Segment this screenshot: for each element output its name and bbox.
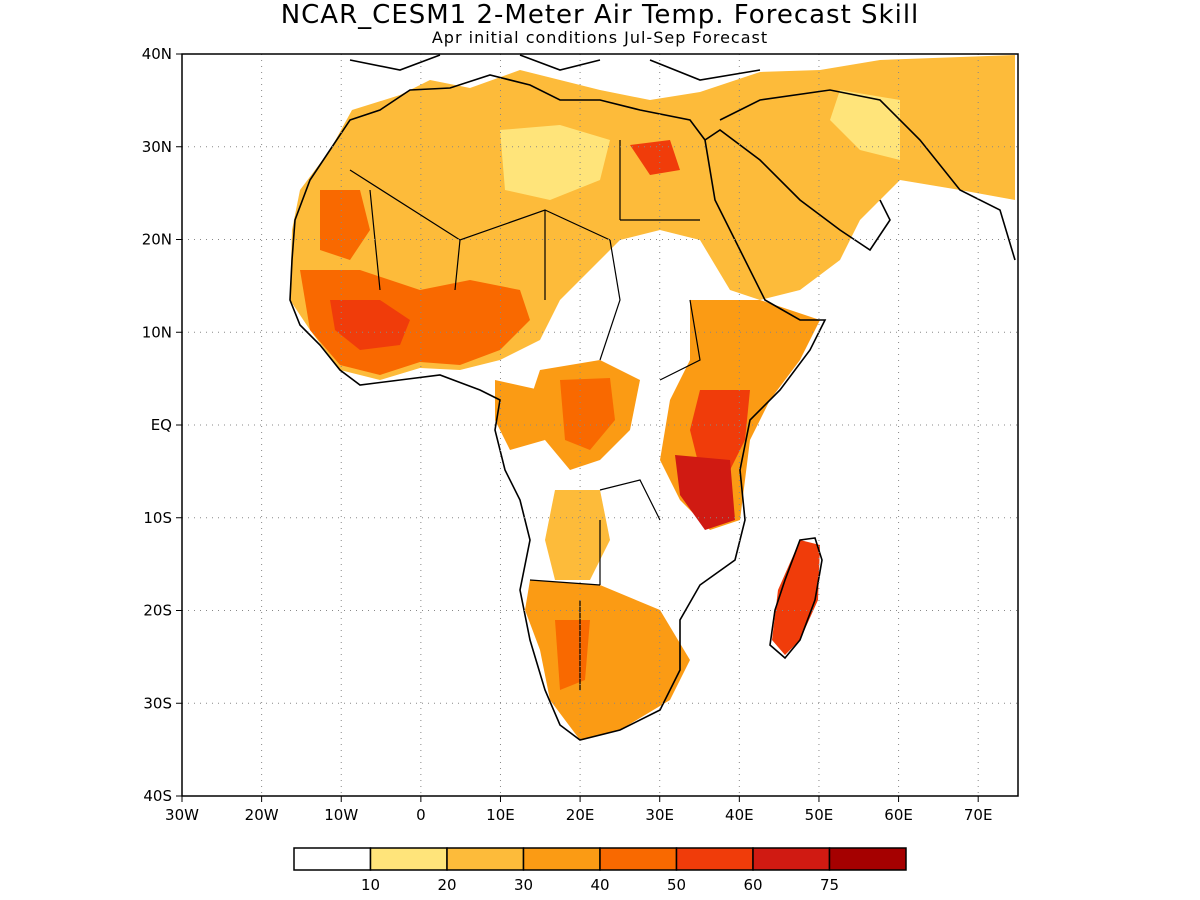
- red-sea-coast: [704, 129, 891, 252]
- europe-coast: [349, 54, 761, 81]
- lon-tick-label: 0: [416, 806, 426, 824]
- mauritania-shading: [320, 190, 370, 260]
- colorbar: 10 20 30 40 50 60 75: [293, 847, 907, 894]
- southern-africa-shading: [525, 580, 690, 740]
- colorbar-segment: [752, 847, 831, 871]
- colorbar-label: 20: [437, 876, 456, 894]
- lon-tick-label: 60E: [884, 806, 913, 824]
- colorbar-segment: [828, 847, 907, 871]
- country-borders: [349, 140, 701, 690]
- sahel-west-shading: [300, 270, 530, 375]
- lon-tick-label: 40E: [725, 806, 754, 824]
- lat-tick-label: EQ: [151, 416, 172, 434]
- colorbar-segment: [369, 847, 448, 871]
- sahel-west-core: [330, 300, 410, 350]
- lon-tick-label: 10E: [486, 806, 515, 824]
- lat-tick-label: 40S: [143, 787, 172, 805]
- tanzania-core: [675, 455, 735, 530]
- lat-tick-label: 10S: [143, 509, 172, 527]
- colorbar-segment: [293, 847, 372, 871]
- skill-shading: [290, 55, 1015, 740]
- east-africa-core: [690, 390, 750, 470]
- arabia-coast: [719, 89, 1016, 261]
- lat-tick-label: 30N: [142, 138, 172, 156]
- colorbar-label: 50: [667, 876, 686, 894]
- lat-tick-label: 30S: [143, 694, 172, 712]
- colorbar-segment: [675, 847, 754, 871]
- gabon-shading: [495, 380, 545, 450]
- lon-tick-label: 20W: [245, 806, 279, 824]
- map-subtitle: Apr initial conditions Jul-Sep Forecast: [431, 28, 769, 47]
- colorbar-segment: [599, 847, 678, 871]
- lon-tick-label: 30E: [645, 806, 674, 824]
- lon-tick-label: 10W: [324, 806, 358, 824]
- lon-tick-label: 20E: [566, 806, 595, 824]
- coastlines: [289, 54, 1016, 741]
- colorbar-segment: [446, 847, 525, 871]
- map-title: NCAR_CESM1 2-Meter Air Temp. Forecast Sk…: [280, 0, 920, 30]
- lon-tick-label: 70E: [964, 806, 993, 824]
- arabia-light-shading: [830, 90, 900, 160]
- lon-tick-label: 50E: [805, 806, 834, 824]
- madagascar-shading: [772, 540, 820, 655]
- egypt-core: [630, 140, 680, 175]
- lat-tick-label: 40N: [142, 45, 172, 63]
- madagascar-coastline: [769, 537, 823, 660]
- colorbar-label: 75: [820, 876, 839, 894]
- colorbar-label: 30: [514, 876, 533, 894]
- africa-coastline: [289, 74, 827, 741]
- sahara-light-shading: [500, 125, 610, 200]
- lat-tick-label: 20N: [142, 231, 172, 249]
- colorbar-label: 10: [361, 876, 380, 894]
- gridlines: [182, 54, 1018, 796]
- namibia-core: [555, 620, 590, 690]
- lat-tick-label: 20S: [143, 602, 172, 620]
- angola-shading: [545, 490, 610, 580]
- central-africa-core: [560, 378, 615, 450]
- colorbar-label: 40: [590, 876, 609, 894]
- colorbar-segment: [522, 847, 601, 871]
- lat-tick-label: 10N: [142, 323, 172, 341]
- lon-tick-label: 30W: [165, 806, 199, 824]
- colorbar-label: 60: [743, 876, 762, 894]
